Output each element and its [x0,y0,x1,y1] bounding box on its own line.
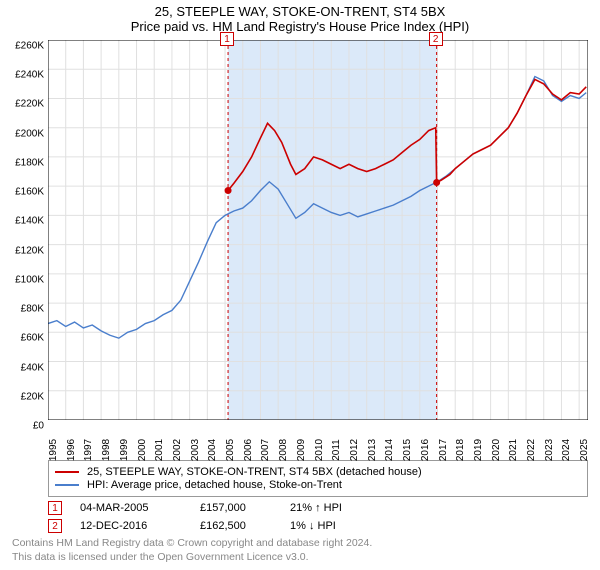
sale-marker-1: 1 [220,32,234,46]
licence-line-2: This data is licensed under the Open Gov… [12,551,309,563]
sale-row-marker: 2 [48,519,62,533]
x-tick-label: 2012 [349,439,360,461]
legend-swatch-red [55,471,79,473]
y-tick-label: £120K [15,245,44,256]
x-tick-label: 2000 [137,439,148,461]
x-tick-label: 2013 [367,439,378,461]
chart-subtitle: Price paid vs. HM Land Registry's House … [0,19,600,34]
y-tick-label: £220K [15,99,44,110]
licence-line-1: Contains HM Land Registry data © Crown c… [12,537,372,549]
y-tick-label: £140K [15,216,44,227]
y-tick-label: £0 [33,421,44,432]
sale-price: £162,500 [200,520,290,532]
sale-rows: 1 04-MAR-2005£157,00021% ↑ HPI 2 12-DEC-201… [48,501,588,533]
x-tick-label: 2022 [526,439,537,461]
x-tick-label: 1998 [101,439,112,461]
x-tick-label: 2006 [243,439,254,461]
legend-row-red: 25, STEEPLE WAY, STOKE-ON-TRENT, ST4 5BX… [55,466,581,478]
x-tick-label: 2002 [172,439,183,461]
x-tick-label: 2004 [207,439,218,461]
y-tick-label: £160K [15,187,44,198]
x-tick-label: 2023 [544,439,555,461]
x-tick-label: 2009 [296,439,307,461]
y-tick-label: £100K [15,274,44,285]
x-tick-label: 1997 [83,439,94,461]
x-tick-label: 1995 [48,439,59,461]
sale-price: £157,000 [200,502,290,514]
x-tick-label: 2018 [455,439,466,461]
x-tick-label: 2025 [579,439,590,461]
chart-title: 25, STEEPLE WAY, STOKE-ON-TRENT, ST4 5BX [0,4,600,19]
x-axis-labels: 1995199619971998199920002001200220032004… [48,420,588,454]
y-tick-label: £240K [15,70,44,81]
y-tick-label: £40K [21,362,44,373]
y-axis-labels: £0£20K£40K£60K£80K£100K£120K£140K£160K£1… [0,46,46,426]
x-tick-label: 1999 [119,439,130,461]
y-tick-label: £80K [21,304,44,315]
licence-text: Contains HM Land Registry data © Crown c… [12,537,588,564]
x-tick-label: 2017 [438,439,449,461]
x-tick-label: 2024 [561,439,572,461]
x-tick-label: 2001 [154,439,165,461]
x-tick-label: 2020 [491,439,502,461]
y-tick-label: £180K [15,157,44,168]
y-tick-label: £260K [15,41,44,52]
x-tick-label: 2021 [508,439,519,461]
y-tick-label: £60K [21,333,44,344]
sale-row-marker: 1 [48,501,62,515]
y-tick-label: £20K [21,391,44,402]
plot-area: 12 [48,40,588,420]
legend-swatch-blue [55,484,79,486]
x-tick-label: 2003 [190,439,201,461]
sale-marker-2: 2 [429,32,443,46]
x-tick-label: 2015 [402,439,413,461]
x-tick-label: 2014 [384,439,395,461]
legend-box: 25, STEEPLE WAY, STOKE-ON-TRENT, ST4 5BX… [48,460,588,497]
plot-svg [48,40,588,420]
x-tick-label: 2005 [225,439,236,461]
x-tick-label: 2019 [473,439,484,461]
sale-date: 12-DEC-2016 [80,520,200,532]
legend-label-red: 25, STEEPLE WAY, STOKE-ON-TRENT, ST4 5BX… [87,466,422,478]
legend-label-blue: HPI: Average price, detached house, Stok… [87,479,342,491]
sale-row: 1 04-MAR-2005£157,00021% ↑ HPI [48,501,588,515]
y-tick-label: £200K [15,128,44,139]
x-tick-label: 2016 [420,439,431,461]
x-tick-label: 2008 [278,439,289,461]
x-tick-label: 2010 [314,439,325,461]
sale-diff: 21% ↑ HPI [290,502,380,514]
sale-diff: 1% ↓ HPI [290,520,380,532]
x-tick-label: 1996 [66,439,77,461]
x-tick-label: 2007 [260,439,271,461]
legend-row-blue: HPI: Average price, detached house, Stok… [55,479,581,491]
sale-date: 04-MAR-2005 [80,502,200,514]
sale-row: 2 12-DEC-2016£162,5001% ↓ HPI [48,519,588,533]
x-tick-label: 2011 [331,439,342,461]
title-block: 25, STEEPLE WAY, STOKE-ON-TRENT, ST4 5BX… [0,0,600,34]
price-vs-hpi-chart: 25, STEEPLE WAY, STOKE-ON-TRENT, ST4 5BX… [0,0,600,564]
